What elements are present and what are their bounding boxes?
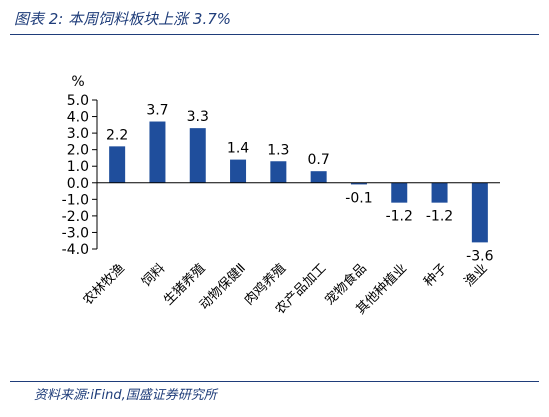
y-tick-label: 2.0 — [67, 143, 89, 159]
value-label: 1.4 — [227, 141, 249, 157]
source-divider — [10, 381, 539, 382]
bar-chart: % 5.04.03.02.01.00.0-1.0-2.0-3.0-4.0 2.2… — [62, 74, 500, 318]
y-axis-unit-label: % — [71, 74, 84, 90]
category-label: 饲料 — [139, 261, 168, 290]
value-label: 0.7 — [308, 152, 330, 168]
y-tick-label: -4.0 — [62, 242, 89, 258]
value-label: 3.3 — [187, 109, 209, 125]
value-label: -3.6 — [466, 248, 493, 264]
value-label: 2.2 — [106, 127, 128, 143]
source-note: 资料来源:iFind,国盛证券研究所 — [34, 388, 217, 403]
y-tick-label: -2.0 — [62, 209, 89, 225]
value-label: -1.2 — [426, 209, 453, 225]
bar — [189, 128, 206, 183]
y-tick-label: 1.0 — [67, 159, 89, 175]
y-axis: 5.04.03.02.01.00.0-1.0-2.0-3.0-4.0 — [62, 93, 98, 258]
value-label: -0.1 — [345, 190, 372, 206]
title-divider — [10, 34, 539, 35]
y-tick-label: 5.0 — [67, 93, 89, 109]
y-tick-label: 0.0 — [67, 176, 89, 192]
bar — [350, 182, 367, 185]
value-label: 3.7 — [146, 103, 168, 119]
bar — [270, 161, 287, 183]
y-tick-label: -1.0 — [62, 192, 89, 208]
bar — [149, 121, 166, 183]
bar — [391, 182, 408, 203]
category-label: 种子 — [421, 261, 450, 290]
bar — [471, 182, 488, 243]
figure-title: 图表 2: 本周饲料板块上涨 3.7% — [14, 10, 232, 28]
y-tick-label: -3.0 — [62, 225, 89, 241]
bar — [230, 159, 247, 183]
bar — [431, 182, 448, 203]
bars — [109, 121, 488, 243]
bar — [109, 146, 126, 183]
value-labels: 2.2 3.7 3.3 1.4 1.3 0.7 -0.1 -1.2 -1.2 -3.6 — [106, 103, 494, 265]
y-tick-label: 4.0 — [67, 110, 89, 126]
bar — [310, 171, 327, 183]
value-label: -1.2 — [386, 209, 413, 225]
y-tick-label: 3.0 — [67, 126, 89, 142]
value-label: 1.3 — [267, 142, 289, 158]
category-label: 渔业 — [462, 261, 491, 290]
category-label: 农林牧渔 — [81, 261, 128, 308]
